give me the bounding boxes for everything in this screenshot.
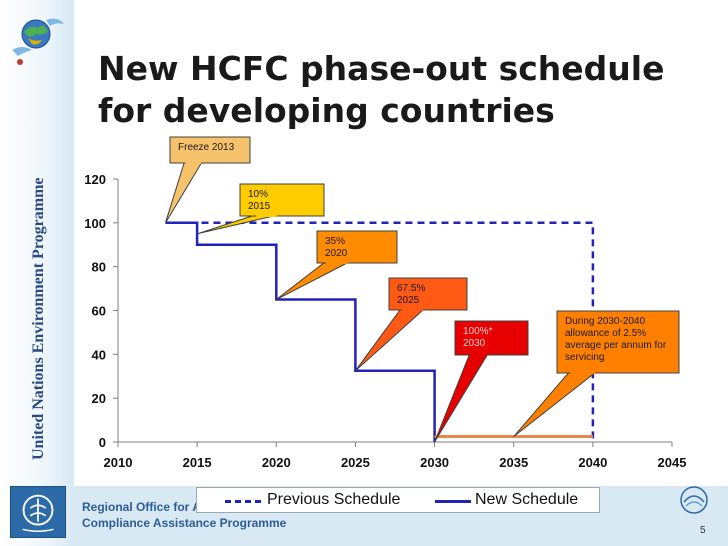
x-tick-label: 2015 xyxy=(183,455,212,470)
chart-legend: Previous Schedule New Schedule xyxy=(196,487,600,513)
title-line-2: for developing countries xyxy=(98,91,555,130)
footer-office-text: Regional Office for A xyxy=(82,500,201,514)
ozonaction-logo-icon xyxy=(680,486,708,514)
y-tick-label: 0 xyxy=(99,435,106,450)
title-line-1: New HCFC phase-out schedule xyxy=(98,49,665,88)
slide-title: New HCFC phase-out schedule for developi… xyxy=(98,48,698,132)
callout-text: Freeze 2013 xyxy=(178,142,235,153)
callout-1: Freeze 2013 xyxy=(165,136,251,224)
callout-text: 35% xyxy=(325,236,345,247)
callout-text: allowance of 2.5% xyxy=(565,328,646,339)
callout-pointer xyxy=(196,214,278,235)
legend-previous-label: Previous Schedule xyxy=(267,491,401,508)
left-band xyxy=(0,0,74,546)
callout-box xyxy=(388,277,468,311)
callout-text: average per annum for xyxy=(565,340,667,351)
x-tick-label: 2030 xyxy=(420,455,449,470)
legend-new-label: New Schedule xyxy=(475,491,579,508)
y-tick-label: 120 xyxy=(84,172,106,187)
callout-pointer xyxy=(513,371,598,437)
callout-4: 67.5%2025 xyxy=(355,277,468,372)
footer-programme-text: Compliance Assistance Programme xyxy=(82,516,287,530)
callout-3: 35%2020 xyxy=(275,230,398,300)
y-tick-label: 40 xyxy=(92,347,106,362)
callout-text: 67.5% xyxy=(397,283,425,294)
callout-text: 2030 xyxy=(463,338,486,349)
callout-pointer xyxy=(434,353,489,443)
unep-emblem-icon xyxy=(10,486,66,538)
x-tick-label: 2020 xyxy=(262,455,291,470)
callout-text: 2015 xyxy=(248,201,271,212)
callout-box xyxy=(169,136,251,164)
callout-5: 100%*2030 xyxy=(434,320,529,443)
legend-new-swatch xyxy=(435,500,471,503)
callout-2: 10%2015 xyxy=(196,183,325,235)
callout-pointer xyxy=(165,161,203,224)
x-tick-label: 2040 xyxy=(578,455,607,470)
x-tick-label: 2010 xyxy=(104,455,133,470)
callout-box xyxy=(316,230,398,264)
globe-logo-icon xyxy=(12,18,64,65)
callout-text: servicing xyxy=(565,352,604,363)
x-tick-label: 2035 xyxy=(499,455,528,470)
callout-text: 10% xyxy=(248,189,268,200)
callout-pointer xyxy=(275,261,350,300)
callout-pointer xyxy=(355,308,426,372)
page-number: 5 xyxy=(700,525,706,536)
y-tick-label: 60 xyxy=(92,304,106,319)
y-tick-label: 20 xyxy=(92,391,106,406)
legend-previous-swatch xyxy=(225,500,261,503)
x-tick-label: 2045 xyxy=(658,455,687,470)
callout-text: During 2030-2040 xyxy=(565,316,645,327)
callout-box xyxy=(454,320,529,356)
callout-box xyxy=(239,183,325,217)
x-tick-label: 2025 xyxy=(341,455,370,470)
callout-text: 2020 xyxy=(325,248,348,259)
y-tick-label: 80 xyxy=(92,260,106,275)
callout-text: 2025 xyxy=(397,295,420,306)
y-tick-label: 100 xyxy=(84,216,106,231)
callout-box xyxy=(556,310,680,374)
callout-text: 100%* xyxy=(463,326,493,337)
